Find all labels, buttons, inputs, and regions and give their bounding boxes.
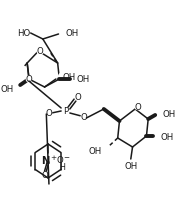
Text: P: P — [63, 107, 68, 116]
Text: HO: HO — [17, 28, 30, 37]
Text: OH: OH — [62, 73, 75, 82]
Circle shape — [62, 30, 69, 38]
Text: O: O — [57, 156, 64, 165]
Text: N: N — [41, 155, 50, 165]
Text: OH: OH — [160, 132, 174, 141]
Circle shape — [11, 85, 18, 93]
Circle shape — [159, 110, 166, 118]
Text: OH: OH — [77, 75, 90, 84]
Circle shape — [73, 76, 80, 84]
Text: OH: OH — [162, 110, 175, 119]
Circle shape — [127, 162, 134, 170]
Circle shape — [26, 77, 32, 83]
Text: OH: OH — [65, 29, 79, 38]
Circle shape — [75, 95, 80, 101]
Text: O: O — [26, 75, 32, 84]
Text: O: O — [37, 47, 44, 56]
Circle shape — [81, 115, 86, 120]
Text: OH: OH — [89, 147, 102, 156]
Text: OH: OH — [1, 84, 14, 93]
Text: O: O — [41, 171, 48, 180]
Text: O: O — [74, 93, 81, 102]
Text: O: O — [46, 109, 52, 118]
Circle shape — [99, 147, 106, 155]
Text: O: O — [80, 113, 87, 122]
Circle shape — [58, 74, 65, 82]
Circle shape — [37, 48, 43, 55]
Text: H: H — [59, 163, 65, 172]
Circle shape — [62, 107, 69, 115]
Circle shape — [19, 28, 28, 38]
Circle shape — [135, 103, 141, 110]
Text: OH: OH — [124, 162, 137, 171]
Text: −: − — [64, 154, 70, 160]
Circle shape — [157, 132, 164, 140]
Text: O: O — [134, 102, 141, 111]
Text: +: + — [51, 154, 57, 160]
Circle shape — [46, 110, 52, 116]
